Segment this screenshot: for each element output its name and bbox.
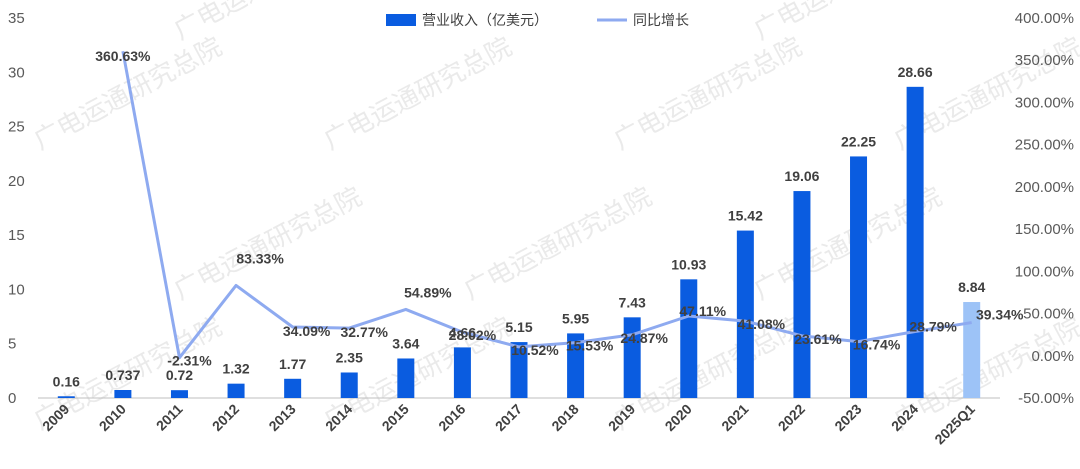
- bar-value-label: 3.64: [392, 335, 419, 351]
- logo-mark-icon: [10, 443, 30, 463]
- y-left-tick-label: 25: [8, 119, 25, 136]
- y-left-tick-label: 0: [8, 390, 16, 407]
- y-left-tick-label: 10: [8, 281, 25, 298]
- bar-value-label: 4.66: [449, 324, 476, 340]
- growth-value-label: 23.61%: [794, 331, 842, 347]
- y-left-tick-label: 20: [8, 173, 25, 190]
- line-series: [121, 50, 972, 360]
- bar: [340, 372, 358, 398]
- bar: [227, 383, 245, 398]
- y-right-tick-label: 350.00%: [1015, 52, 1074, 69]
- bar-value-label: 8.84: [958, 279, 985, 295]
- bar: [510, 342, 528, 398]
- y-right-tick-label: 50.00%: [1023, 306, 1074, 323]
- bar-value-label: 28.66: [898, 64, 933, 80]
- bar-value-label: 1.32: [222, 361, 249, 377]
- watermark-text: 广电运通研究总院: [169, 182, 367, 306]
- y-left-tick-label: 15: [8, 227, 25, 244]
- bar-value-label: 7.43: [619, 294, 646, 310]
- growth-value-label: 16.74%: [853, 337, 901, 353]
- bar-value-label: 0.16: [53, 373, 80, 389]
- bar-value-label: 19.06: [784, 168, 819, 184]
- y-right-tick-label: 200.00%: [1015, 179, 1074, 196]
- growth-value-label: 47.11%: [679, 303, 726, 319]
- growth-value-label: 41.08%: [738, 316, 786, 332]
- bar-value-label: 22.25: [841, 133, 876, 149]
- watermark-text: 广电运通研究总院: [609, 32, 807, 156]
- x-tick-label: 2012: [209, 401, 242, 434]
- legend-swatch-bar: [386, 14, 416, 26]
- y-right-tick-label: 300.00%: [1015, 94, 1074, 111]
- bar-value-label: 5.15: [505, 319, 532, 335]
- growth-value-label: 39.34%: [976, 307, 1024, 323]
- x-tick-label: 2011: [153, 401, 186, 434]
- bar: [170, 390, 188, 398]
- bar: [567, 333, 585, 398]
- y-right-tick-label: 150.00%: [1015, 221, 1074, 238]
- bar-value-label: 15.42: [728, 208, 763, 224]
- bar: [793, 191, 811, 398]
- y-right-tick-label: 100.00%: [1015, 263, 1074, 280]
- growth-value-label: 83.33%: [236, 250, 284, 266]
- legend-label-line: 同比增长: [633, 13, 689, 29]
- y-right-tick-label: 400.00%: [1015, 10, 1074, 27]
- bar: [850, 156, 868, 398]
- y-right-tick-label: 0.00%: [1031, 348, 1074, 365]
- bar-value-label: 10.93: [671, 256, 706, 272]
- growth-value-label: 15.53%: [566, 338, 614, 354]
- bar-series: [57, 86, 981, 398]
- growth-value-label: 10.52%: [511, 342, 559, 358]
- x-tick-label: 2022: [775, 401, 808, 434]
- data-labels: 0.16 0.737 0.72 1.32 1.77 2.35 3.64 4.66 5.15 5.9…: [53, 48, 1024, 389]
- legend: 营业收入（亿美元） 同比增长: [386, 13, 689, 29]
- x-tick-label: 2023: [831, 401, 864, 434]
- y-right-tick-label: -50.00%: [1018, 390, 1074, 407]
- y-left-tick-label: 35: [8, 10, 25, 27]
- y-right-tick-label: 250.00%: [1015, 137, 1074, 154]
- growth-value-label: 28.79%: [909, 318, 957, 334]
- growth-line: [121, 50, 972, 360]
- watermark-text: 广电运通研究总院: [319, 32, 517, 156]
- logo: 大数跨境: [10, 443, 126, 465]
- y-left-tick-label: 5: [8, 336, 16, 353]
- x-tick-label: 2010: [96, 401, 129, 434]
- x-tick-label: 2018: [548, 401, 581, 434]
- logo-mark-icon: [27, 446, 41, 460]
- growth-value-label: 28.02%: [449, 327, 497, 343]
- watermark-text: 广电运通研究总院: [459, 182, 657, 306]
- bar-value-label: 0.72: [166, 367, 193, 383]
- growth-value-label: -2.31%: [167, 353, 212, 369]
- bar: [906, 86, 924, 398]
- bar: [453, 347, 471, 398]
- bar: [680, 279, 698, 398]
- bar: [57, 396, 75, 398]
- bar: [736, 230, 754, 398]
- legend-label-bar: 营业收入（亿美元）: [422, 13, 548, 29]
- bar: [284, 378, 302, 398]
- bar-value-label: 1.77: [279, 356, 306, 372]
- bar: [963, 302, 981, 398]
- growth-value-label: 54.89%: [404, 284, 452, 300]
- x-tick-label: 2013: [265, 401, 298, 434]
- x-tick-label: 2017: [492, 401, 525, 434]
- bar: [623, 317, 641, 398]
- x-tick-label: 2021: [718, 401, 751, 434]
- growth-value-label: 360.63%: [95, 48, 151, 64]
- growth-value-label: 32.77%: [340, 324, 388, 340]
- bar-value-label: 5.95: [562, 310, 589, 326]
- bar-value-label: 2.35: [336, 349, 363, 365]
- logo-text: 大数跨境: [54, 443, 126, 465]
- growth-value-label: 34.09%: [283, 323, 331, 339]
- bar-value-label: 0.737: [105, 367, 140, 383]
- bar: [114, 389, 132, 398]
- y-left-tick-label: 30: [8, 64, 25, 81]
- bar: [397, 358, 415, 398]
- x-tick-label: 2016: [435, 401, 468, 434]
- growth-value-label: 24.87%: [620, 330, 668, 346]
